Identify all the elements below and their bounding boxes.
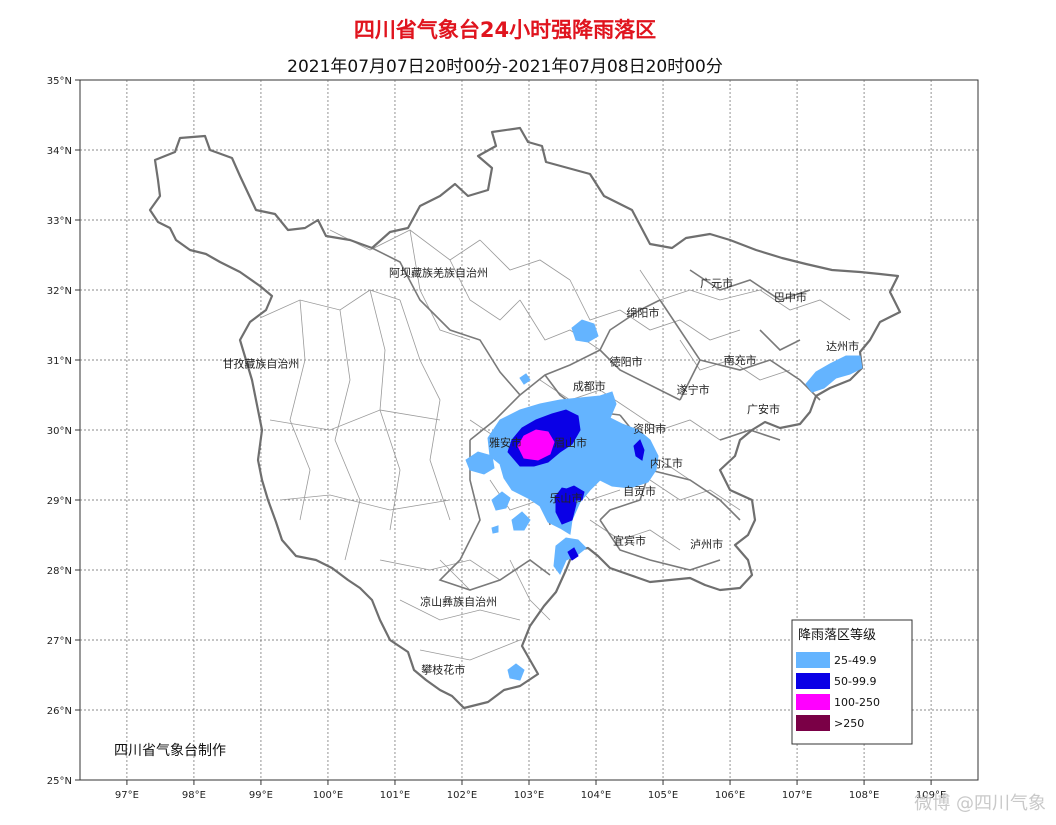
lon-label-99: 99°E (249, 790, 273, 801)
place-label-guangan: 广安市 (747, 402, 780, 416)
place-label-luzhou: 泸州市 (690, 537, 723, 551)
place-label-ganzi: 甘孜藏族自治州 (222, 357, 299, 371)
lat-label-28: 28°N (47, 566, 72, 577)
lat-label-27: 27°N (47, 636, 72, 647)
lon-label-97: 97°E (115, 790, 139, 801)
lon-label-109: 109°E (916, 790, 946, 801)
lon-label-101: 101°E (380, 790, 410, 801)
place-label-yaan: 雅安市 (489, 436, 522, 450)
place-label-suining: 遂宁市 (677, 382, 710, 396)
lon-label-108: 108°E (849, 790, 879, 801)
legend-title: 降雨落区等级 (798, 627, 876, 643)
lon-label-103: 103°E (514, 790, 544, 801)
place-label-panzhihua: 攀枝花市 (421, 662, 465, 676)
place-label-mianyang: 绵阳市 (626, 305, 659, 319)
lon-label-105: 105°E (648, 790, 678, 801)
place-label-guangyuan: 广元市 (700, 276, 733, 290)
place-label-deyang: 德阳市 (610, 354, 643, 368)
place-label-chengdu: 成都市 (573, 379, 606, 393)
longitude-labels: 97°E 98°E 99°E 100°E 101°E 102°E 103°E 104°E 105… (115, 780, 946, 801)
weibo-watermark: 微博 @四川气象 (914, 793, 1046, 814)
lat-label-32: 32°N (47, 286, 72, 297)
producer-credit: 四川省气象台制作 (114, 743, 226, 759)
place-label-aba: 阿坝藏族羌族自治州 (389, 266, 488, 280)
place-label-meishan: 眉山市 (554, 436, 587, 450)
lon-label-98: 98°E (182, 790, 206, 801)
lat-label-25: 25°N (47, 776, 72, 787)
place-label-neijiang: 内江市 (650, 456, 683, 470)
lat-label-30: 30°N (47, 426, 72, 437)
lon-label-106: 106°E (715, 790, 745, 801)
lat-label-31: 31°N (47, 356, 72, 367)
lon-label-107: 107°E (782, 790, 812, 801)
legend-swatch-50-99.9 (796, 673, 830, 689)
place-label-liangshan: 凉山彝族自治州 (420, 595, 497, 609)
legend: 降雨落区等级 25-49.9 50-99.9 100-250 >250 (791, 619, 913, 745)
latitude-labels: 35°N 34°N 33°N 32°N 31°N 30°N 29°N 28°N 27°N 26°N… (47, 76, 80, 787)
place-label-nanchong: 南充市 (724, 353, 757, 367)
map-subtitle: 2021年07月07日20时00分-2021年07月08日20时00分 (287, 57, 723, 77)
lat-label-26: 26°N (47, 706, 72, 717)
legend-label-25-49.9: 25-49.9 (834, 654, 876, 667)
place-label-bazhong: 巴中市 (774, 290, 807, 304)
lat-label-29: 29°N (47, 496, 72, 507)
province-outline (148, 126, 902, 710)
lon-label-104: 104°E (581, 790, 611, 801)
place-label-ziyang: 资阳市 (633, 422, 666, 436)
legend-label-50-99.9: 50-99.9 (834, 675, 876, 688)
legend-swatch-gt-250 (796, 715, 830, 731)
place-label-leshan: 乐山市 (549, 491, 582, 505)
map-title: 四川省气象台24小时强降雨落区 (353, 18, 657, 42)
legend-swatch-100-250 (796, 694, 830, 710)
rain-area-100-250 (517, 429, 555, 461)
lat-label-33: 33°N (47, 216, 72, 227)
lat-label-35: 35°N (47, 76, 72, 87)
prefecture-boundaries (371, 247, 821, 591)
place-label-yibin: 宜宾市 (613, 534, 646, 548)
lon-label-100: 100°E (313, 790, 343, 801)
legend-label-gt-250: >250 (834, 717, 864, 730)
lat-label-34: 34°N (47, 146, 72, 157)
legend-label-100-250: 100-250 (834, 696, 880, 709)
place-label-dazhou: 达州市 (826, 339, 859, 353)
place-label-zigong: 自贡市 (623, 484, 656, 498)
lon-label-102: 102°E (447, 790, 477, 801)
legend-swatch-25-49.9 (796, 652, 830, 668)
